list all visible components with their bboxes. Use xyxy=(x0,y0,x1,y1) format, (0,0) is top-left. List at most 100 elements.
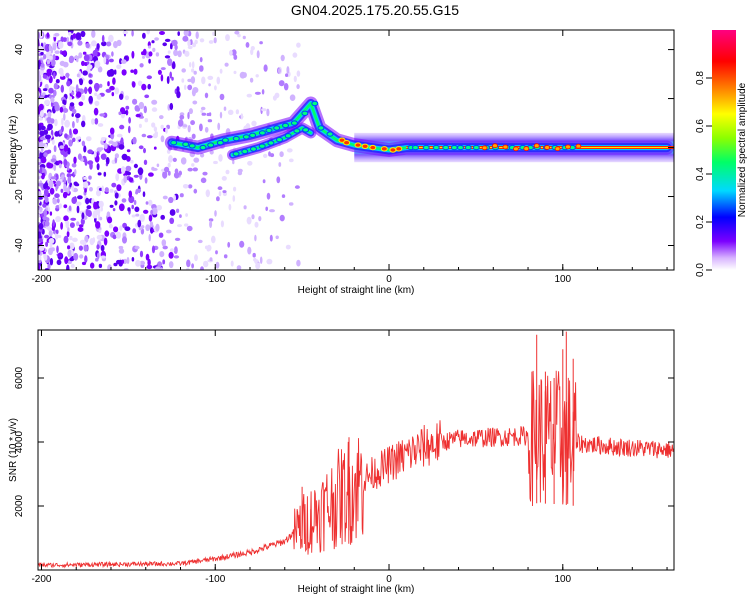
noise-speck xyxy=(64,256,69,265)
noise-speck xyxy=(151,207,158,215)
noise-speck xyxy=(153,126,158,132)
noise-speck xyxy=(201,76,206,85)
noise-speck xyxy=(122,236,127,244)
noise-speck xyxy=(207,119,213,123)
noise-speck xyxy=(72,121,75,129)
noise-speck xyxy=(281,194,286,199)
noise-speck xyxy=(71,184,75,192)
noise-speck xyxy=(208,40,214,44)
noise-speck xyxy=(263,153,268,158)
noise-speck xyxy=(174,246,178,255)
noise-speck xyxy=(58,41,64,49)
spectrogram-frame xyxy=(37,29,675,271)
noise-speck xyxy=(268,151,271,157)
ridge-blob xyxy=(182,141,190,148)
noise-speck xyxy=(182,124,188,128)
noise-speck xyxy=(38,60,41,66)
noise-speck xyxy=(254,91,261,95)
noise-speck xyxy=(219,93,225,101)
noise-speck xyxy=(63,204,68,209)
noise-speck xyxy=(66,230,70,238)
noise-speck xyxy=(162,259,166,265)
noise-speck xyxy=(39,152,43,159)
noise-speck xyxy=(94,100,100,106)
noise-speck xyxy=(172,157,177,162)
noise-speck xyxy=(179,114,185,120)
noise-speck xyxy=(150,209,154,215)
noise-speck xyxy=(160,74,164,82)
noise-speck xyxy=(63,113,66,121)
noise-speck xyxy=(160,124,164,130)
noise-speck xyxy=(90,262,95,269)
branch-blob xyxy=(276,137,283,143)
figure-title: GN04.2025.175.20.55.G15 xyxy=(290,2,460,18)
noise-speck xyxy=(126,257,130,264)
noise-speck xyxy=(73,55,80,60)
noise-speck xyxy=(77,195,83,200)
noise-speck xyxy=(147,83,151,90)
noise-speck xyxy=(217,186,223,191)
noise-speck xyxy=(190,120,196,126)
noise-speck xyxy=(60,222,63,230)
noise-speck xyxy=(232,159,235,165)
noise-speck xyxy=(158,232,164,238)
spectrogram-x-axis-label: Height of straight line (km) xyxy=(298,285,415,296)
noise-speck xyxy=(231,49,237,56)
spectrogram-y-tick-label: -40 xyxy=(14,238,25,253)
noise-speck xyxy=(98,229,102,234)
noise-speck xyxy=(187,112,190,120)
noise-speck xyxy=(98,200,104,208)
noise-speck xyxy=(88,73,92,77)
noise-speck xyxy=(61,50,67,56)
noise-speck xyxy=(112,141,118,147)
noise-speck xyxy=(84,158,88,166)
noise-speck xyxy=(71,91,75,96)
noise-speck xyxy=(254,234,257,242)
noise-speck xyxy=(143,159,148,165)
noise-speck xyxy=(202,171,208,176)
noise-speck xyxy=(82,70,88,76)
noise-speck xyxy=(104,230,110,237)
noise-speck xyxy=(59,106,64,113)
noise-speck xyxy=(121,153,128,161)
noise-speck xyxy=(121,59,127,64)
noise-speck xyxy=(48,247,53,256)
noise-speck xyxy=(221,176,227,181)
noise-speck xyxy=(93,150,97,158)
noise-speck xyxy=(85,43,90,49)
branch-blob xyxy=(284,133,292,139)
noise-speck xyxy=(205,189,210,198)
noise-speck xyxy=(181,78,185,83)
noise-speck xyxy=(216,76,221,85)
noise-speck xyxy=(159,115,164,120)
noise-speck xyxy=(43,54,47,60)
noise-speck xyxy=(285,244,291,250)
spectrogram-ticks: -200 -100 0 100 40 20 0 -20 -40 xyxy=(14,30,674,285)
noise-speck xyxy=(124,226,131,231)
noise-speck xyxy=(145,253,150,261)
noise-speck xyxy=(107,216,113,224)
noise-speck xyxy=(247,160,253,166)
noise-speck xyxy=(251,214,255,220)
noise-speck xyxy=(53,145,57,153)
noise-speck xyxy=(224,62,229,67)
noise-speck xyxy=(148,172,154,177)
noise-speck xyxy=(123,258,128,264)
noise-speck xyxy=(48,44,52,52)
noise-speck xyxy=(135,113,141,118)
spectrogram-y-tick-label: 20 xyxy=(14,93,25,105)
noise-speck xyxy=(261,89,265,95)
snr-y-tick-label: 4000 xyxy=(14,430,25,453)
noise-speck xyxy=(116,184,122,192)
noise-speck xyxy=(109,127,115,135)
noise-speck xyxy=(130,159,134,164)
snr-line xyxy=(38,370,674,569)
noise-speck xyxy=(112,208,116,212)
noise-speck xyxy=(84,86,88,94)
noise-speck xyxy=(212,31,215,36)
noise-speck xyxy=(157,261,163,268)
noise-speck xyxy=(148,51,153,57)
noise-speck xyxy=(96,234,103,240)
ridge-blob xyxy=(242,134,250,140)
colorbar-tick-label: 0.8 xyxy=(695,71,706,85)
